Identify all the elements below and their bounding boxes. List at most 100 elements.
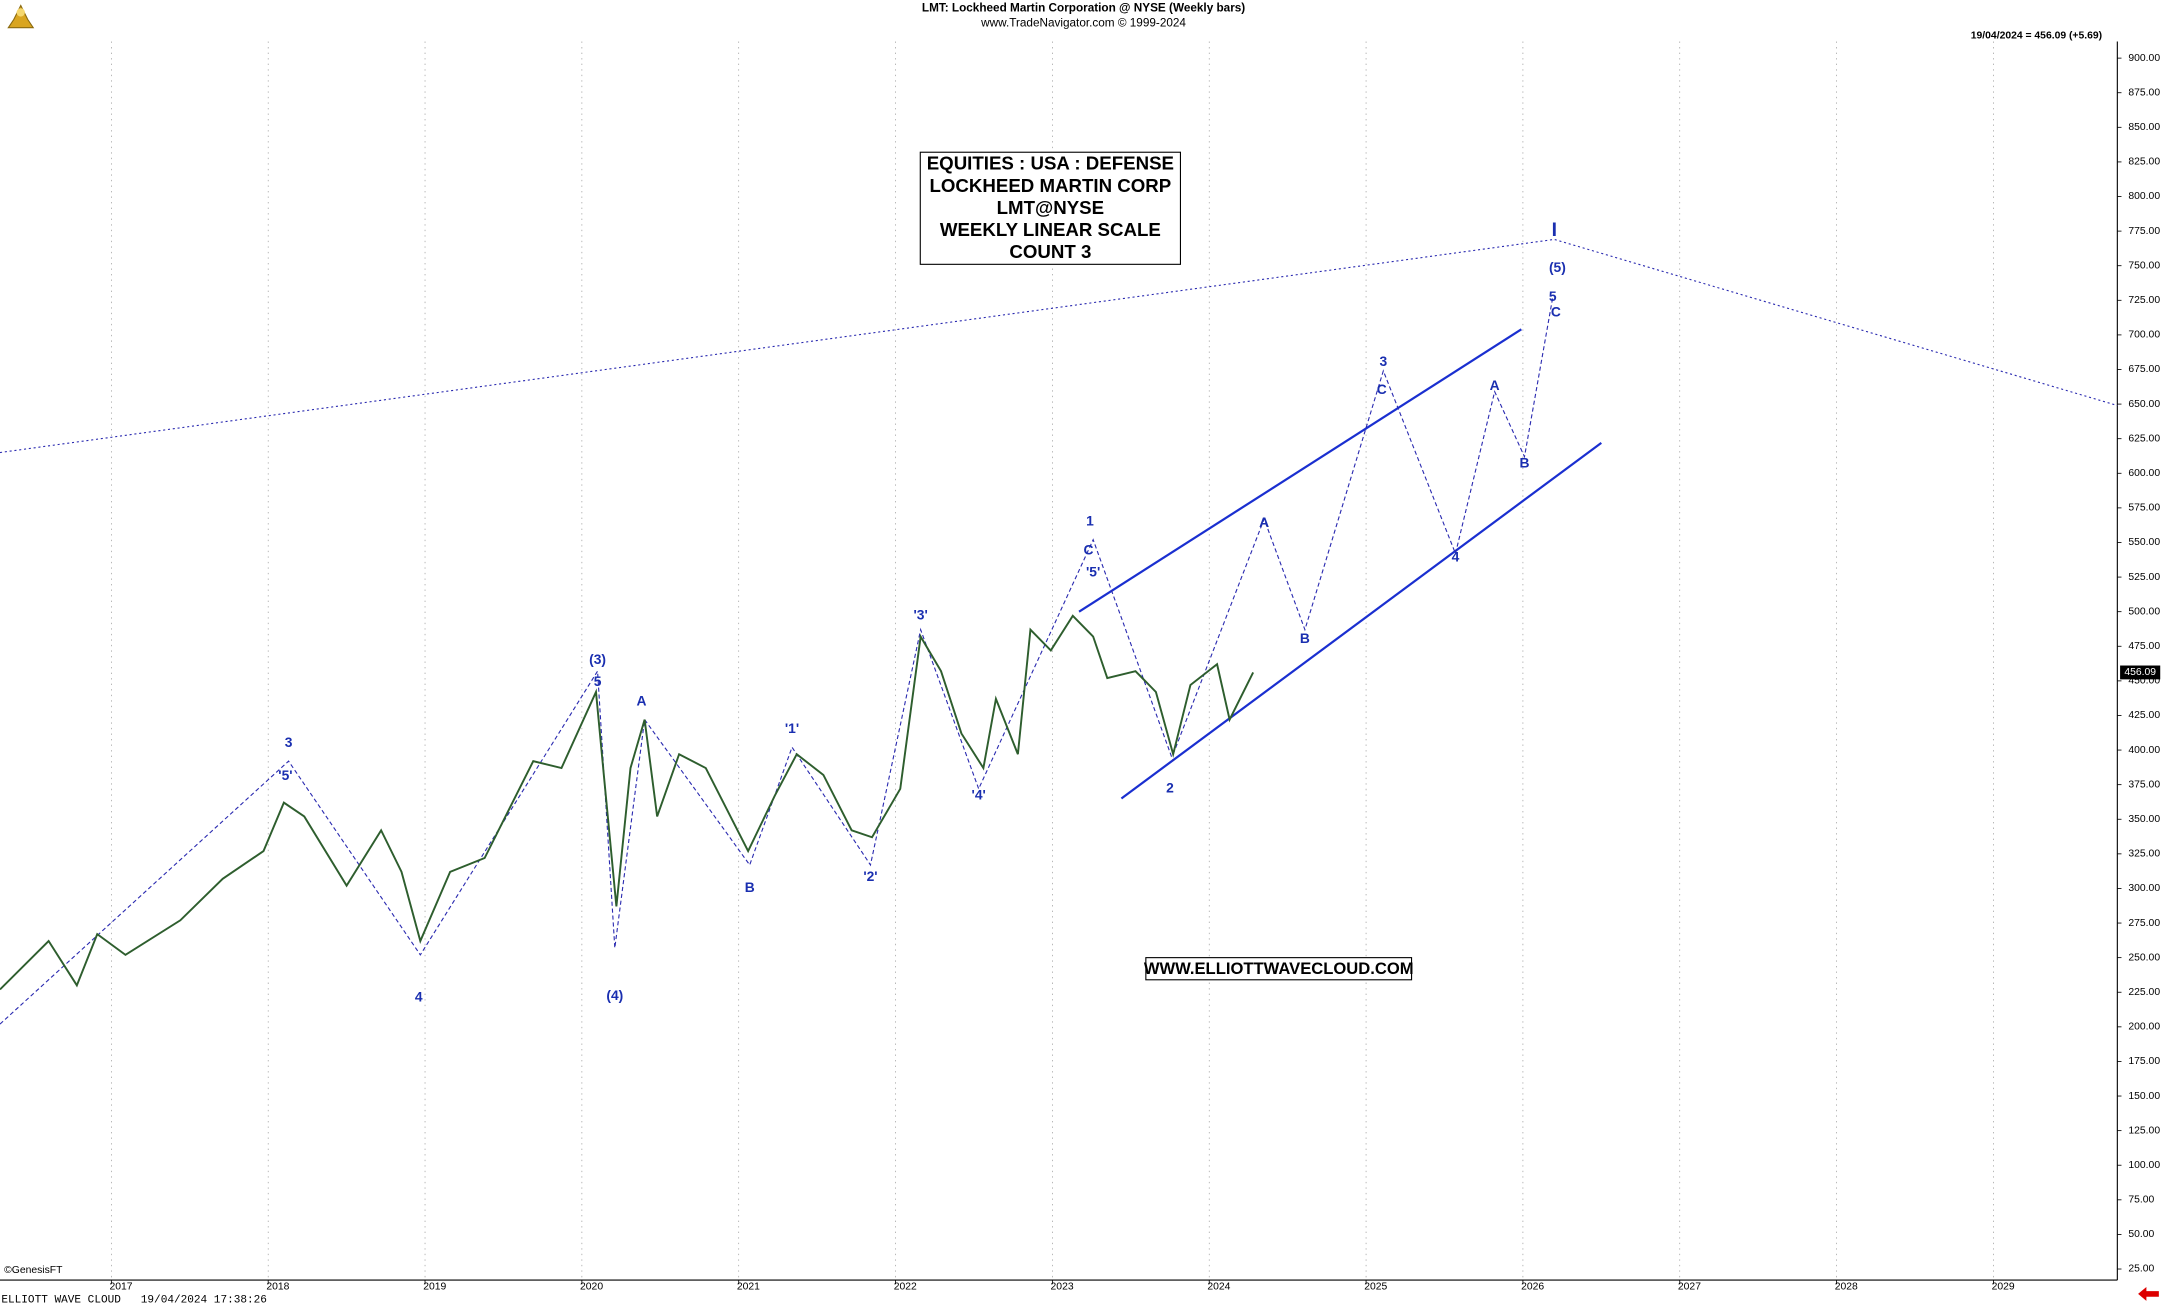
wave-label: (5) <box>1549 259 1566 275</box>
logo <box>7 4 35 29</box>
y-tick-label: 875.00 <box>2128 87 2160 98</box>
wave-label: C <box>1083 541 1093 557</box>
wave-label: 4 <box>415 988 423 1004</box>
y-tick-label: 100.00 <box>2128 1160 2160 1171</box>
y-tick-label: 450.00 <box>2128 676 2160 687</box>
wave-label: C <box>1551 303 1561 319</box>
y-tick-label: 325.00 <box>2128 849 2160 860</box>
footer: ELLIOTT WAVE CLOUD 19/04/2024 17:38:26 <box>1 1294 267 1305</box>
last-quote: 19/04/2024 = 456.09 (+5.69) <box>1971 31 2102 42</box>
info-line: COUNT 3 <box>1009 241 1091 262</box>
y-tick-label: 775.00 <box>2128 226 2160 237</box>
price-line <box>0 614 1255 991</box>
wave-label: '5' <box>278 767 292 783</box>
last-price-label: 456.09 <box>2124 667 2156 678</box>
credit: ©GenesisFT <box>4 1265 63 1276</box>
y-tick-label: 600.00 <box>2128 468 2160 479</box>
y-tick-label: 500.00 <box>2128 606 2160 617</box>
y-tick-label: 350.00 <box>2128 814 2160 825</box>
wave-label: A <box>1259 514 1269 530</box>
info-box <box>919 151 1182 265</box>
x-tick-label: 2026 <box>1521 1282 1544 1293</box>
wave-line <box>1120 441 1602 800</box>
y-tick-label: 200.00 <box>2128 1022 2160 1033</box>
wave-label: 1 <box>1086 512 1094 528</box>
website-box <box>1145 957 1413 981</box>
x-tick-label: 2023 <box>1051 1282 1074 1293</box>
y-tick-label: 650.00 <box>2128 399 2160 410</box>
wave-label: '4' <box>972 786 986 802</box>
x-tick-label: 2019 <box>423 1282 446 1293</box>
x-tick-label: 2018 <box>266 1282 289 1293</box>
wave-label: A <box>1490 377 1500 393</box>
x-tick-label: 2017 <box>110 1282 133 1293</box>
wave-line <box>1172 297 1554 755</box>
y-tick-label: 700.00 <box>2128 330 2160 341</box>
wave-label: '5' <box>1086 564 1100 580</box>
wave-label: '3' <box>914 606 928 622</box>
y-tick-label: 475.00 <box>2128 641 2160 652</box>
x-tick-label: 2024 <box>1207 1282 1230 1293</box>
y-tick-label: 825.00 <box>2128 157 2160 168</box>
wave-label: 5 <box>1549 288 1557 304</box>
info-line: EQUITIES : USA : DEFENSE <box>927 153 1174 174</box>
website: WWW.ELLIOTTWAVECLOUD.COM <box>1144 959 1414 978</box>
last-price-tag <box>2120 665 2161 680</box>
wave-label: I <box>1552 219 1557 241</box>
wave-label: '1' <box>785 720 799 736</box>
y-tick-label: 750.00 <box>2128 260 2160 271</box>
y-tick-label: 375.00 <box>2128 779 2160 790</box>
scroll-arrow[interactable] <box>2138 1287 2159 1301</box>
x-tick-label: 2022 <box>894 1282 917 1293</box>
y-tick-label: 50.00 <box>2128 1229 2154 1240</box>
wave-label: (4) <box>606 987 623 1003</box>
y-tick-label: 175.00 <box>2128 1056 2160 1067</box>
y-tick-label: 425.00 <box>2128 710 2160 721</box>
y-tick-label: 900.00 <box>2128 53 2160 64</box>
wave-label: (3) <box>589 651 606 667</box>
plot: 25.00 50.00 75.00 100.00 125.00 150.00 175.00 2… <box>0 41 2161 1293</box>
chart-title: LMT: Lockheed Martin Corporation @ NYSE … <box>922 1 1245 14</box>
x-tick-label: 2020 <box>580 1282 603 1293</box>
wave-label: B <box>1300 630 1310 646</box>
wave-label: C <box>1377 381 1387 397</box>
y-tick-label: 25.00 <box>2128 1264 2154 1275</box>
wave-label: 2 <box>1166 779 1174 795</box>
y-tick-label: 150.00 <box>2128 1091 2160 1102</box>
y-tick-label: 575.00 <box>2128 503 2160 514</box>
wave-label: 5 <box>594 673 602 689</box>
x-tick-label: 2025 <box>1364 1282 1387 1293</box>
info-line: LOCKHEED MARTIN CORP <box>930 175 1172 196</box>
y-tick-label: 300.00 <box>2128 883 2160 894</box>
wave-label: B <box>1519 454 1529 470</box>
y-tick-label: 275.00 <box>2128 918 2160 929</box>
y-tick-label: 250.00 <box>2128 952 2160 963</box>
wave-label: 3 <box>1379 353 1387 369</box>
wave-label: 4 <box>1452 548 1460 564</box>
y-tick-label: 225.00 <box>2128 987 2160 998</box>
x-tick-label: 2029 <box>1992 1282 2015 1293</box>
y-tick-label: 625.00 <box>2128 433 2160 444</box>
wave-label: '2' <box>863 868 877 884</box>
y-tick-label: 400.00 <box>2128 745 2160 756</box>
y-tick-label: 725.00 <box>2128 295 2160 306</box>
x-tick-label: 2021 <box>737 1282 760 1293</box>
y-tick-label: 800.00 <box>2128 191 2160 202</box>
y-tick-label: 75.00 <box>2128 1195 2154 1206</box>
y-tick-label: 550.00 <box>2128 537 2160 548</box>
info-line: WEEKLY LINEAR SCALE <box>940 219 1161 240</box>
x-tick-label: 2027 <box>1678 1282 1701 1293</box>
x-tick-label: 2028 <box>1835 1282 1858 1293</box>
wave-label: 3 <box>285 734 293 750</box>
y-tick-label: 675.00 <box>2128 364 2160 375</box>
wave-line <box>1078 328 1522 613</box>
y-tick-label: 125.00 <box>2128 1125 2160 1136</box>
wave-line <box>0 538 1174 1025</box>
wave-label: B <box>745 879 755 895</box>
chart-subtitle: www.TradeNavigator.com © 1999-2024 <box>980 17 1186 30</box>
y-tick-label: 850.00 <box>2128 122 2160 133</box>
wave-label: A <box>636 692 646 708</box>
y-tick-label: 525.00 <box>2128 572 2160 583</box>
